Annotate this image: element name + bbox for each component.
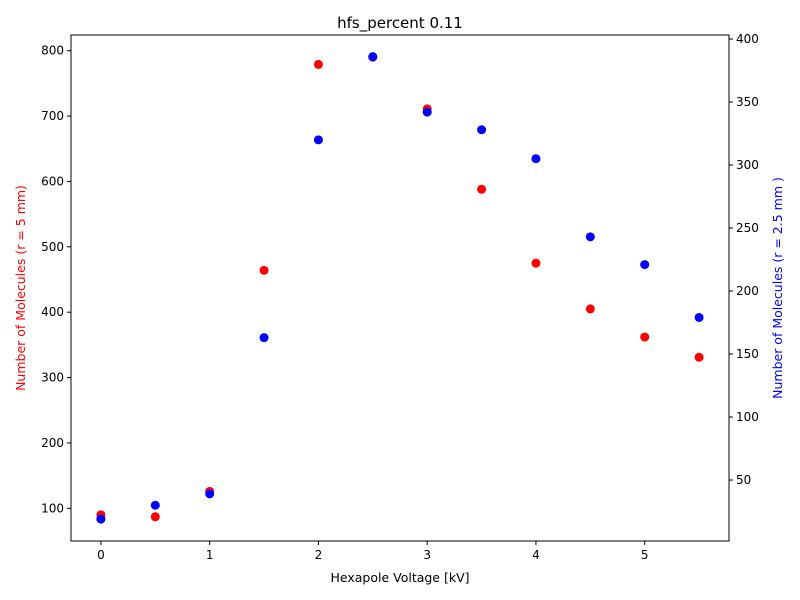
left-y-tick-label: 700 xyxy=(41,109,64,123)
blue-point xyxy=(368,52,378,62)
x-tick-label: 0 xyxy=(97,548,105,562)
right-y-axis-ticks: 50 100 150 200 250 300 350 400 xyxy=(729,32,759,487)
red-point xyxy=(150,512,160,522)
right-y-axis-title: Number of Molecules (r = 2.5 mm ) xyxy=(770,177,785,399)
x-tick-label: 5 xyxy=(641,548,649,562)
x-tick-label: 2 xyxy=(315,548,323,562)
x-tick-label: 4 xyxy=(532,548,540,562)
left-y-tick-label: 100 xyxy=(41,501,64,515)
blue-point xyxy=(477,125,487,135)
left-y-tick-label: 600 xyxy=(41,174,64,188)
plot-frame xyxy=(70,34,730,542)
right-y-tick-label: 350 xyxy=(736,95,759,109)
right-y-tick-label: 150 xyxy=(736,347,759,361)
red-point xyxy=(259,265,269,275)
left-y-tick-label: 500 xyxy=(41,240,64,254)
red-point xyxy=(585,304,595,314)
left-y-axis-title: Number of Molecules (r = 5 mm) xyxy=(13,185,28,391)
blue-point xyxy=(259,333,269,343)
blue-point xyxy=(205,489,215,499)
x-axis-title: Hexapole Voltage [kV] xyxy=(330,570,469,585)
left-y-tick-label: 300 xyxy=(41,371,64,385)
red-point xyxy=(313,59,323,69)
blue-point xyxy=(640,260,650,270)
chart-title: hfs_percent 0.11 xyxy=(337,14,463,33)
blue-point xyxy=(96,514,106,524)
red-point xyxy=(694,352,704,362)
blue-point xyxy=(585,232,595,242)
data-points xyxy=(96,52,704,524)
right-y-tick-label: 400 xyxy=(736,32,759,46)
right-y-tick-label: 100 xyxy=(736,410,759,424)
blue-point xyxy=(422,107,432,117)
right-y-tick-label: 200 xyxy=(736,284,759,298)
red-point xyxy=(477,184,487,194)
left-y-tick-label: 800 xyxy=(41,44,64,58)
right-y-tick-label: 300 xyxy=(736,158,759,172)
right-y-tick-label: 50 xyxy=(736,473,751,487)
blue-point xyxy=(694,312,704,322)
red-point xyxy=(640,332,650,342)
blue-point xyxy=(313,135,323,145)
x-tick-label: 3 xyxy=(423,548,431,562)
right-y-tick-label: 250 xyxy=(736,221,759,235)
blue-point xyxy=(531,154,541,164)
left-y-tick-label: 200 xyxy=(41,436,64,450)
blue-point xyxy=(150,500,160,510)
x-axis-ticks: 0 1 2 3 4 5 xyxy=(97,541,649,562)
left-y-axis-ticks: 100 200 300 400 500 600 700 800 xyxy=(41,44,71,515)
x-tick-label: 1 xyxy=(206,548,214,562)
left-y-tick-label: 400 xyxy=(41,305,64,319)
red-point xyxy=(531,258,541,268)
